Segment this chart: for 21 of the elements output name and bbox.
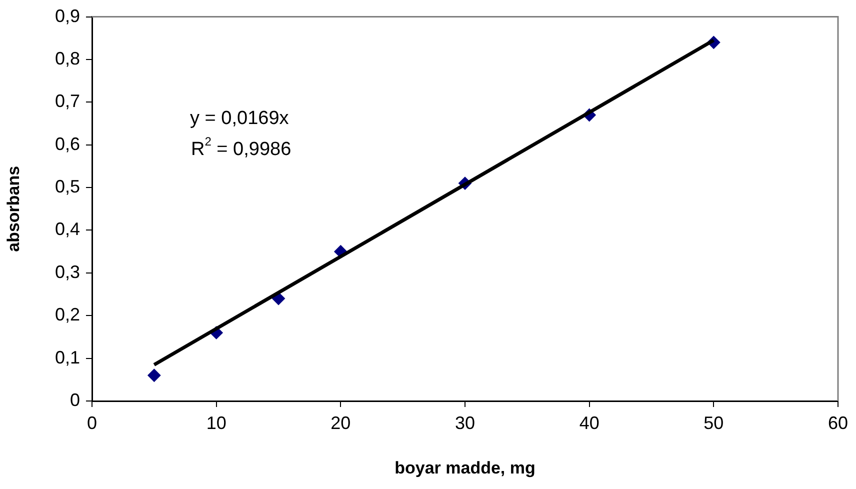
y-tick-label: 0,4 xyxy=(54,219,80,240)
y-tick-label: 0,6 xyxy=(54,134,80,154)
x-tick-label: 0 xyxy=(86,412,98,433)
x-tick-label: 60 xyxy=(828,412,848,433)
annotation: y = 0,0169x xyxy=(190,108,290,130)
y-tick-label: 0,9 xyxy=(54,6,80,26)
y-tick-label: 0 xyxy=(70,390,80,410)
x-axis-title: boyar madde, mg xyxy=(394,458,536,478)
x-tick-label: 40 xyxy=(579,412,600,433)
y-axis-title: absorbans xyxy=(4,166,23,252)
y-tick-label: 0,3 xyxy=(54,262,80,282)
x-tick-label: 20 xyxy=(330,412,351,433)
x-tick-label: 30 xyxy=(454,412,476,433)
y-tick-label: 0,2 xyxy=(54,304,80,325)
point xyxy=(148,368,161,382)
y-tick-label: 0,8 xyxy=(54,48,80,68)
y-tick-label: 0,1 xyxy=(54,347,80,368)
y-tick-label: 0,7 xyxy=(54,91,80,112)
x-tick-label: 50 xyxy=(704,412,724,433)
x-tick-label: 10 xyxy=(206,412,226,433)
y-tick-label: 0,5 xyxy=(54,176,80,197)
